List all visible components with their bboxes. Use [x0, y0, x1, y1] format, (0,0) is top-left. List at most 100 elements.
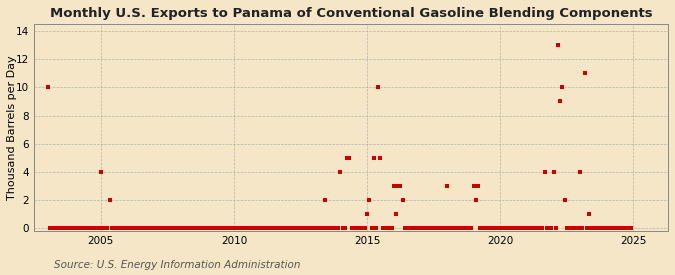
Point	[533, 226, 543, 230]
Point	[595, 226, 605, 230]
Point	[572, 226, 583, 230]
Point	[355, 226, 366, 230]
Point	[486, 226, 497, 230]
Title: Monthly U.S. Exports to Panama of Conventional Gasoline Blending Components: Monthly U.S. Exports to Panama of Conven…	[50, 7, 653, 20]
Point	[49, 226, 59, 230]
Point	[211, 226, 221, 230]
Point	[435, 226, 446, 230]
Point	[500, 226, 510, 230]
Point	[426, 226, 437, 230]
Point	[78, 226, 88, 230]
Point	[319, 198, 330, 202]
Point	[180, 226, 190, 230]
Point	[331, 226, 342, 230]
Point	[51, 226, 62, 230]
Point	[568, 226, 579, 230]
Point	[581, 226, 592, 230]
Point	[615, 226, 626, 230]
Point	[238, 226, 248, 230]
Point	[202, 226, 213, 230]
Point	[162, 226, 173, 230]
Point	[151, 226, 162, 230]
Point	[184, 226, 195, 230]
Point	[364, 198, 375, 202]
Point	[113, 226, 124, 230]
Point	[481, 226, 492, 230]
Point	[293, 226, 304, 230]
Point	[282, 226, 293, 230]
Point	[528, 226, 539, 230]
Point	[298, 226, 308, 230]
Point	[279, 226, 290, 230]
Point	[275, 226, 286, 230]
Point	[129, 226, 140, 230]
Point	[133, 226, 144, 230]
Point	[326, 226, 337, 230]
Point	[144, 226, 155, 230]
Point	[267, 226, 277, 230]
Point	[169, 226, 180, 230]
Point	[539, 170, 550, 174]
Point	[439, 226, 450, 230]
Point	[404, 226, 414, 230]
Point	[362, 212, 373, 216]
Point	[191, 226, 202, 230]
Point	[86, 226, 97, 230]
Point	[515, 226, 526, 230]
Point	[138, 226, 148, 230]
Point	[62, 226, 73, 230]
Point	[377, 226, 388, 230]
Point	[131, 226, 142, 230]
Point	[91, 226, 102, 230]
Point	[597, 226, 608, 230]
Point	[460, 226, 470, 230]
Point	[124, 226, 135, 230]
Point	[273, 226, 284, 230]
Point	[167, 226, 178, 230]
Point	[300, 226, 310, 230]
Point	[577, 226, 588, 230]
Point	[335, 170, 346, 174]
Point	[308, 226, 319, 230]
Point	[455, 226, 466, 230]
Point	[310, 226, 321, 230]
Point	[242, 226, 252, 230]
Point	[140, 226, 151, 230]
Point	[340, 226, 350, 230]
Point	[264, 226, 275, 230]
Point	[71, 226, 82, 230]
Point	[244, 226, 255, 230]
Point	[479, 226, 490, 230]
Point	[519, 226, 530, 230]
Point	[384, 226, 395, 230]
Point	[155, 226, 166, 230]
Point	[304, 226, 315, 230]
Point	[419, 226, 430, 230]
Point	[260, 226, 271, 230]
Point	[475, 226, 486, 230]
Point	[178, 226, 188, 230]
Point	[448, 226, 459, 230]
Point	[431, 226, 441, 230]
Point	[219, 226, 230, 230]
Point	[584, 212, 595, 216]
Point	[371, 226, 381, 230]
Point	[375, 156, 386, 160]
Point	[586, 226, 597, 230]
Point	[512, 226, 523, 230]
Point	[510, 226, 521, 230]
Point	[413, 226, 424, 230]
Point	[315, 226, 326, 230]
Point	[526, 226, 537, 230]
Point	[444, 226, 455, 230]
Point	[388, 184, 399, 188]
Point	[53, 226, 64, 230]
Point	[373, 85, 383, 90]
Point	[80, 226, 90, 230]
Point	[491, 226, 502, 230]
Point	[562, 226, 572, 230]
Point	[136, 226, 146, 230]
Point	[446, 226, 457, 230]
Point	[257, 226, 268, 230]
Point	[69, 226, 80, 230]
